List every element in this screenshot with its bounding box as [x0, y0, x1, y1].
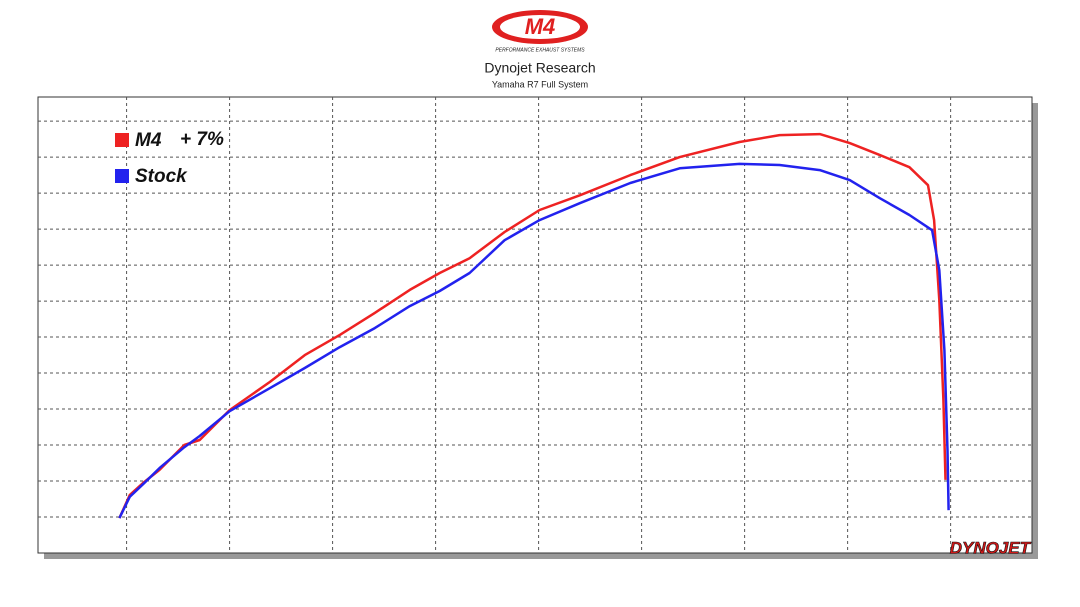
line-series [118, 162, 950, 519]
line-series [118, 132, 947, 519]
chart-title: Dynojet Research [484, 60, 595, 76]
logo-text: M4 [525, 14, 556, 39]
plot-frame [37, 96, 1033, 554]
legend-swatch [115, 133, 129, 147]
legend-label: M4 [135, 130, 162, 151]
logo: M4 PERFORMANCE EXHAUST SYSTEMS [492, 10, 588, 53]
legend-swatch [115, 169, 129, 183]
annotation: + 7% [180, 129, 224, 150]
watermark: DYNOJET [950, 538, 1032, 557]
logo-inner [500, 15, 580, 39]
logo-tagline: PERFORMANCE EXHAUST SYSTEMS [495, 47, 585, 53]
chart-subtitle: Yamaha R7 Full System [492, 79, 588, 89]
legend-label: Stock [135, 166, 188, 187]
